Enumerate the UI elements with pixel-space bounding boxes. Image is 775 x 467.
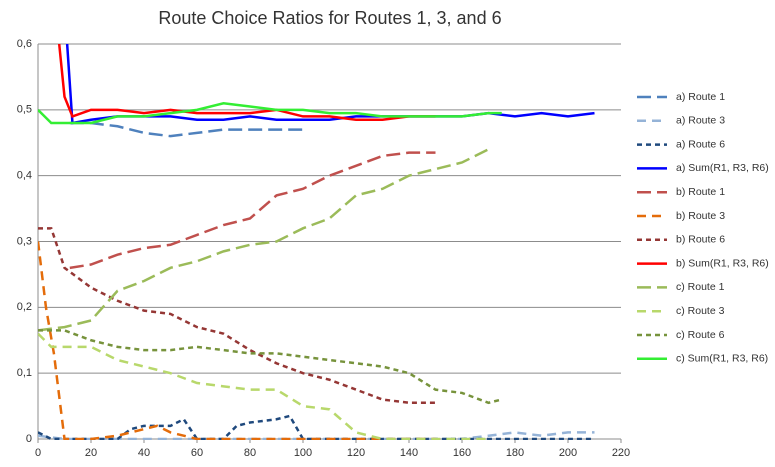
- chart-title: Route Choice Ratios for Routes 1, 3, and…: [158, 8, 501, 28]
- series-line: [57, 44, 436, 121]
- x-tick-label: 120: [347, 447, 365, 459]
- x-tick-label: 40: [138, 447, 150, 459]
- x-tick-label: 80: [244, 447, 256, 459]
- series-line: [38, 332, 489, 440]
- x-tick-label: 180: [506, 447, 524, 459]
- series-line: [38, 148, 490, 332]
- legend-label: b) Sum(R1, R3, R6): [676, 257, 769, 269]
- y-tick-label: 0,3: [17, 235, 32, 247]
- x-tick-label: 220: [612, 447, 630, 459]
- x-tick-label: 160: [453, 447, 471, 459]
- legend-label: a) Route 6: [676, 138, 725, 150]
- y-tick-label: 0,4: [17, 170, 32, 182]
- x-tick-label: 140: [400, 447, 418, 459]
- x-tick-label: 100: [294, 447, 312, 459]
- x-tick-label: 60: [191, 447, 203, 459]
- legend-label: c) Route 6: [676, 329, 725, 341]
- x-tick-label: 200: [559, 447, 577, 459]
- legend-label: c) Route 1: [676, 281, 725, 293]
- series-line: [69, 121, 303, 138]
- y-tick-label: 0,6: [17, 38, 32, 50]
- series-line: [69, 151, 436, 270]
- legend-label: b) Route 6: [676, 234, 725, 246]
- series-line: [65, 44, 595, 125]
- series-line: [38, 241, 436, 440]
- legend-label: c) Route 3: [676, 305, 725, 317]
- y-tick-label: 0: [26, 433, 32, 445]
- y-tick-label: 0,5: [17, 104, 32, 116]
- series-line: [38, 101, 502, 125]
- legend-label: b) Route 3: [676, 210, 725, 222]
- series-line: [38, 227, 436, 405]
- legend-label: a) Route 1: [676, 91, 725, 103]
- y-tick-label: 0,2: [17, 301, 32, 313]
- plot-area: [38, 44, 595, 440]
- legend-label: a) Route 3: [676, 115, 725, 127]
- x-tick-label: 0: [35, 447, 41, 459]
- legend-label: c) Sum(R1, R3, R6): [676, 353, 768, 365]
- y-tick-label: 0,1: [17, 367, 32, 379]
- series-line: [38, 329, 503, 405]
- legend-label: b) Route 1: [676, 186, 725, 198]
- x-tick-label: 20: [85, 447, 97, 459]
- legend-label: a) Sum(R1, R3, R6): [676, 162, 769, 174]
